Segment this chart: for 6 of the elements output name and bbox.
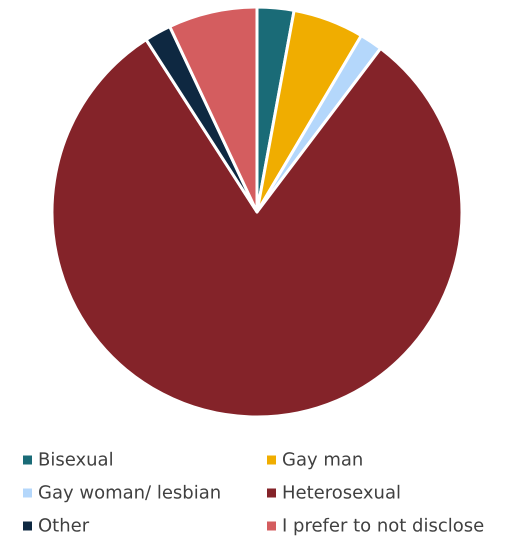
legend-label: I prefer to not disclose [282, 516, 484, 536]
legend-label: Gay woman/ lesbian [38, 482, 222, 504]
legend-label: Gay man [282, 450, 364, 470]
legend-label: Other [38, 516, 90, 536]
legend-label: Heterosexual [282, 482, 401, 504]
legend-label: Bisexual [38, 450, 114, 470]
